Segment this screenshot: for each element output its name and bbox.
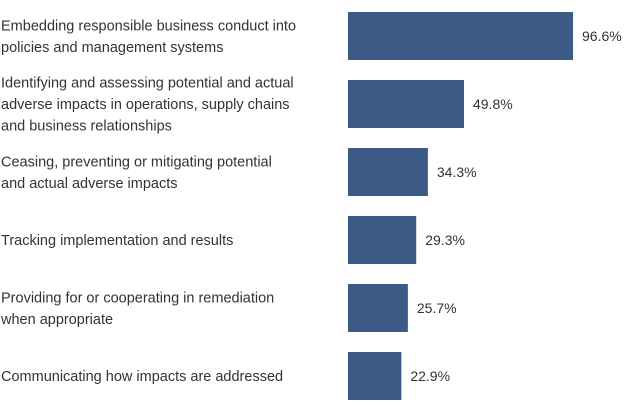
data-label: 49.8%: [473, 96, 513, 112]
bar-group: 22.9% Communicating how impacts are addre…: [1, 352, 450, 400]
bar: [348, 352, 402, 400]
category-label: Tracking implementation and results: [1, 233, 233, 249]
category-label: and business relationships: [1, 119, 172, 135]
category-label: Communicating how impacts are addressed: [1, 369, 283, 385]
data-label: 29.3%: [425, 232, 465, 248]
category-label: adverse impacts in operations, supply ch…: [1, 97, 290, 113]
bar-group: 34.3% Ceasing, preventing or mitigating p…: [1, 148, 477, 196]
bar-group: 29.3% Tracking implementation and results: [1, 216, 465, 264]
category-label: Identifying and assessing potential and …: [1, 76, 294, 92]
data-label: 22.9%: [410, 368, 450, 384]
data-label: 25.7%: [417, 300, 457, 316]
bar: [348, 80, 464, 128]
bar: [348, 216, 417, 264]
category-label: Embedding responsible business conduct i…: [1, 18, 296, 34]
bar: [348, 284, 408, 332]
category-label: and actual adverse impacts: [1, 176, 178, 192]
category-label: Providing for or cooperating in remediat…: [1, 290, 274, 306]
category-label: policies and management systems: [1, 40, 223, 56]
bar-group: 25.7% Providing for or cooperating in rem…: [0, 284, 457, 332]
data-label: 96.6%: [582, 28, 622, 44]
bar: [348, 148, 428, 196]
bar: [348, 12, 573, 60]
bar-group: 96.6% Embedding responsible business cond…: [1, 12, 622, 60]
data-label: 34.3%: [437, 164, 477, 180]
category-label: when appropriate: [0, 312, 113, 328]
category-label: Ceasing, preventing or mitigating potent…: [1, 154, 272, 170]
bar-group: 49.8% Identifying and assessing potential…: [1, 76, 513, 135]
